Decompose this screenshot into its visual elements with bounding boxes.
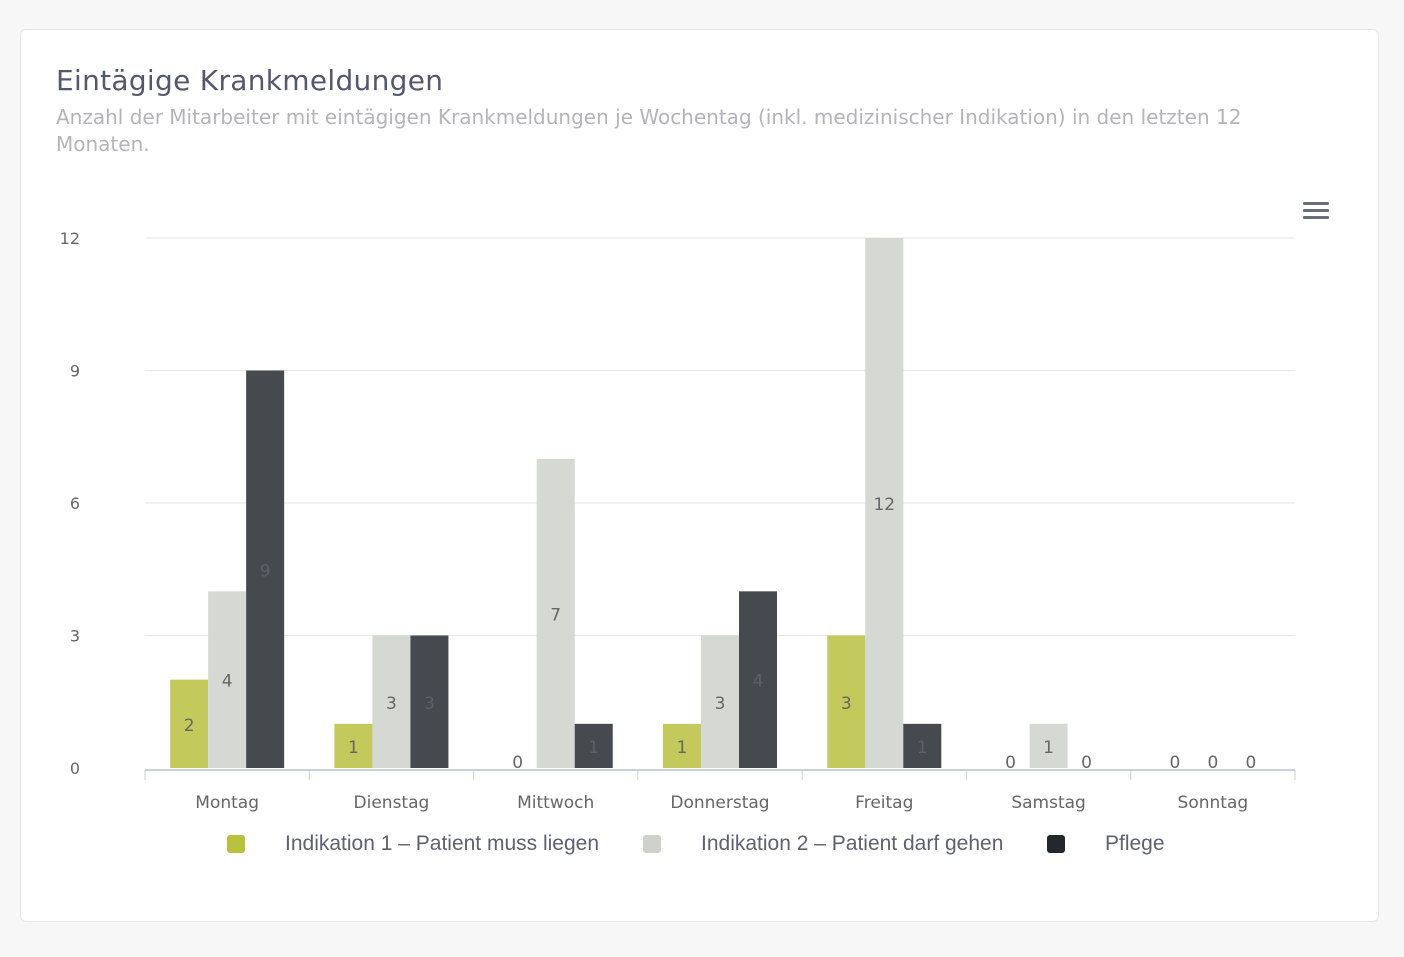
hamburger-menu-icon[interactable]: [1303, 202, 1329, 222]
y-tick-label: 3: [70, 627, 80, 646]
data-label: 0: [1207, 753, 1218, 773]
data-label: 1: [588, 738, 599, 758]
data-label: 0: [1245, 753, 1256, 773]
x-tick-label: Sonntag: [1178, 793, 1249, 813]
legend-item[interactable]: Indikation 2 – Patient darf gehen: [643, 832, 1003, 856]
x-tick-label: Dienstag: [354, 793, 430, 813]
legend-swatch: [227, 835, 245, 853]
data-label: 0: [1081, 753, 1092, 773]
data-label: 3: [386, 694, 397, 714]
data-label: 1: [917, 738, 928, 758]
data-label: 7: [550, 605, 561, 625]
x-tick-label: Mittwoch: [517, 793, 594, 813]
y-tick-label: 0: [70, 759, 80, 778]
chart-subtitle: Anzahl der Mitarbeiter mit eintägigen Kr…: [56, 105, 1242, 156]
bar[interactable]: [372, 635, 411, 769]
data-label: 9: [260, 561, 271, 581]
legend-swatch: [1047, 835, 1065, 853]
data-label: 12: [873, 495, 895, 515]
y-tick-label: 6: [70, 494, 80, 513]
bar[interactable]: [701, 635, 739, 769]
x-tick-label: Donnerstag: [670, 793, 769, 813]
data-label: 4: [753, 672, 764, 692]
bar[interactable]: [739, 591, 777, 768]
bar[interactable]: [410, 635, 449, 769]
legend-label: Indikation 2 – Patient darf gehen: [701, 832, 1004, 855]
bar[interactable]: [865, 238, 904, 768]
chart-title: Eintägige Krankmeldungen: [56, 64, 444, 97]
data-label: 1: [1043, 738, 1054, 758]
legend-item[interactable]: Pflege: [1047, 832, 1165, 856]
bar-chart: 0 3 6 9 12 Montag 2 4 9 Dienstag 1 3 3 Mittwoch 0 7 1 Don…: [60, 229, 1296, 813]
data-label: 4: [222, 672, 233, 692]
legend-item[interactable]: Indikation 1 – Patient muss liegen: [227, 832, 599, 856]
legend: Indikation 1 – Patient muss liegen Indika…: [21, 832, 1378, 862]
y-tick-label: 9: [70, 362, 80, 381]
data-label: 1: [677, 738, 688, 758]
bar[interactable]: [903, 723, 942, 768]
bar[interactable]: [1029, 723, 1068, 768]
legend-label: Pflege: [1105, 832, 1165, 855]
bar[interactable]: [170, 679, 209, 768]
bar[interactable]: [536, 458, 575, 768]
legend-swatch: [643, 835, 661, 853]
x-tick-label: Montag: [195, 793, 259, 813]
x-tick-label: Freitag: [855, 793, 913, 813]
y-tick-label: 12: [60, 229, 80, 248]
data-label: 0: [1005, 753, 1016, 773]
bar[interactable]: [827, 635, 866, 769]
bar[interactable]: [334, 723, 373, 768]
data-label: 3: [715, 694, 726, 714]
data-label: 3: [841, 694, 852, 714]
bar[interactable]: [574, 723, 613, 768]
bar[interactable]: [208, 591, 247, 768]
bar[interactable]: [246, 370, 285, 769]
data-label: 3: [424, 694, 435, 714]
data-label: 0: [512, 753, 523, 773]
legend-label: Indikation 1 – Patient muss liegen: [285, 832, 600, 855]
bar[interactable]: [663, 723, 701, 768]
data-label: 2: [184, 716, 195, 736]
chart-card: Eintägige Krankmeldungen Anzahl der Mita…: [20, 29, 1379, 922]
x-tick-label: Samstag: [1011, 793, 1086, 813]
data-label: 1: [348, 738, 359, 758]
data-label: 0: [1169, 753, 1180, 773]
